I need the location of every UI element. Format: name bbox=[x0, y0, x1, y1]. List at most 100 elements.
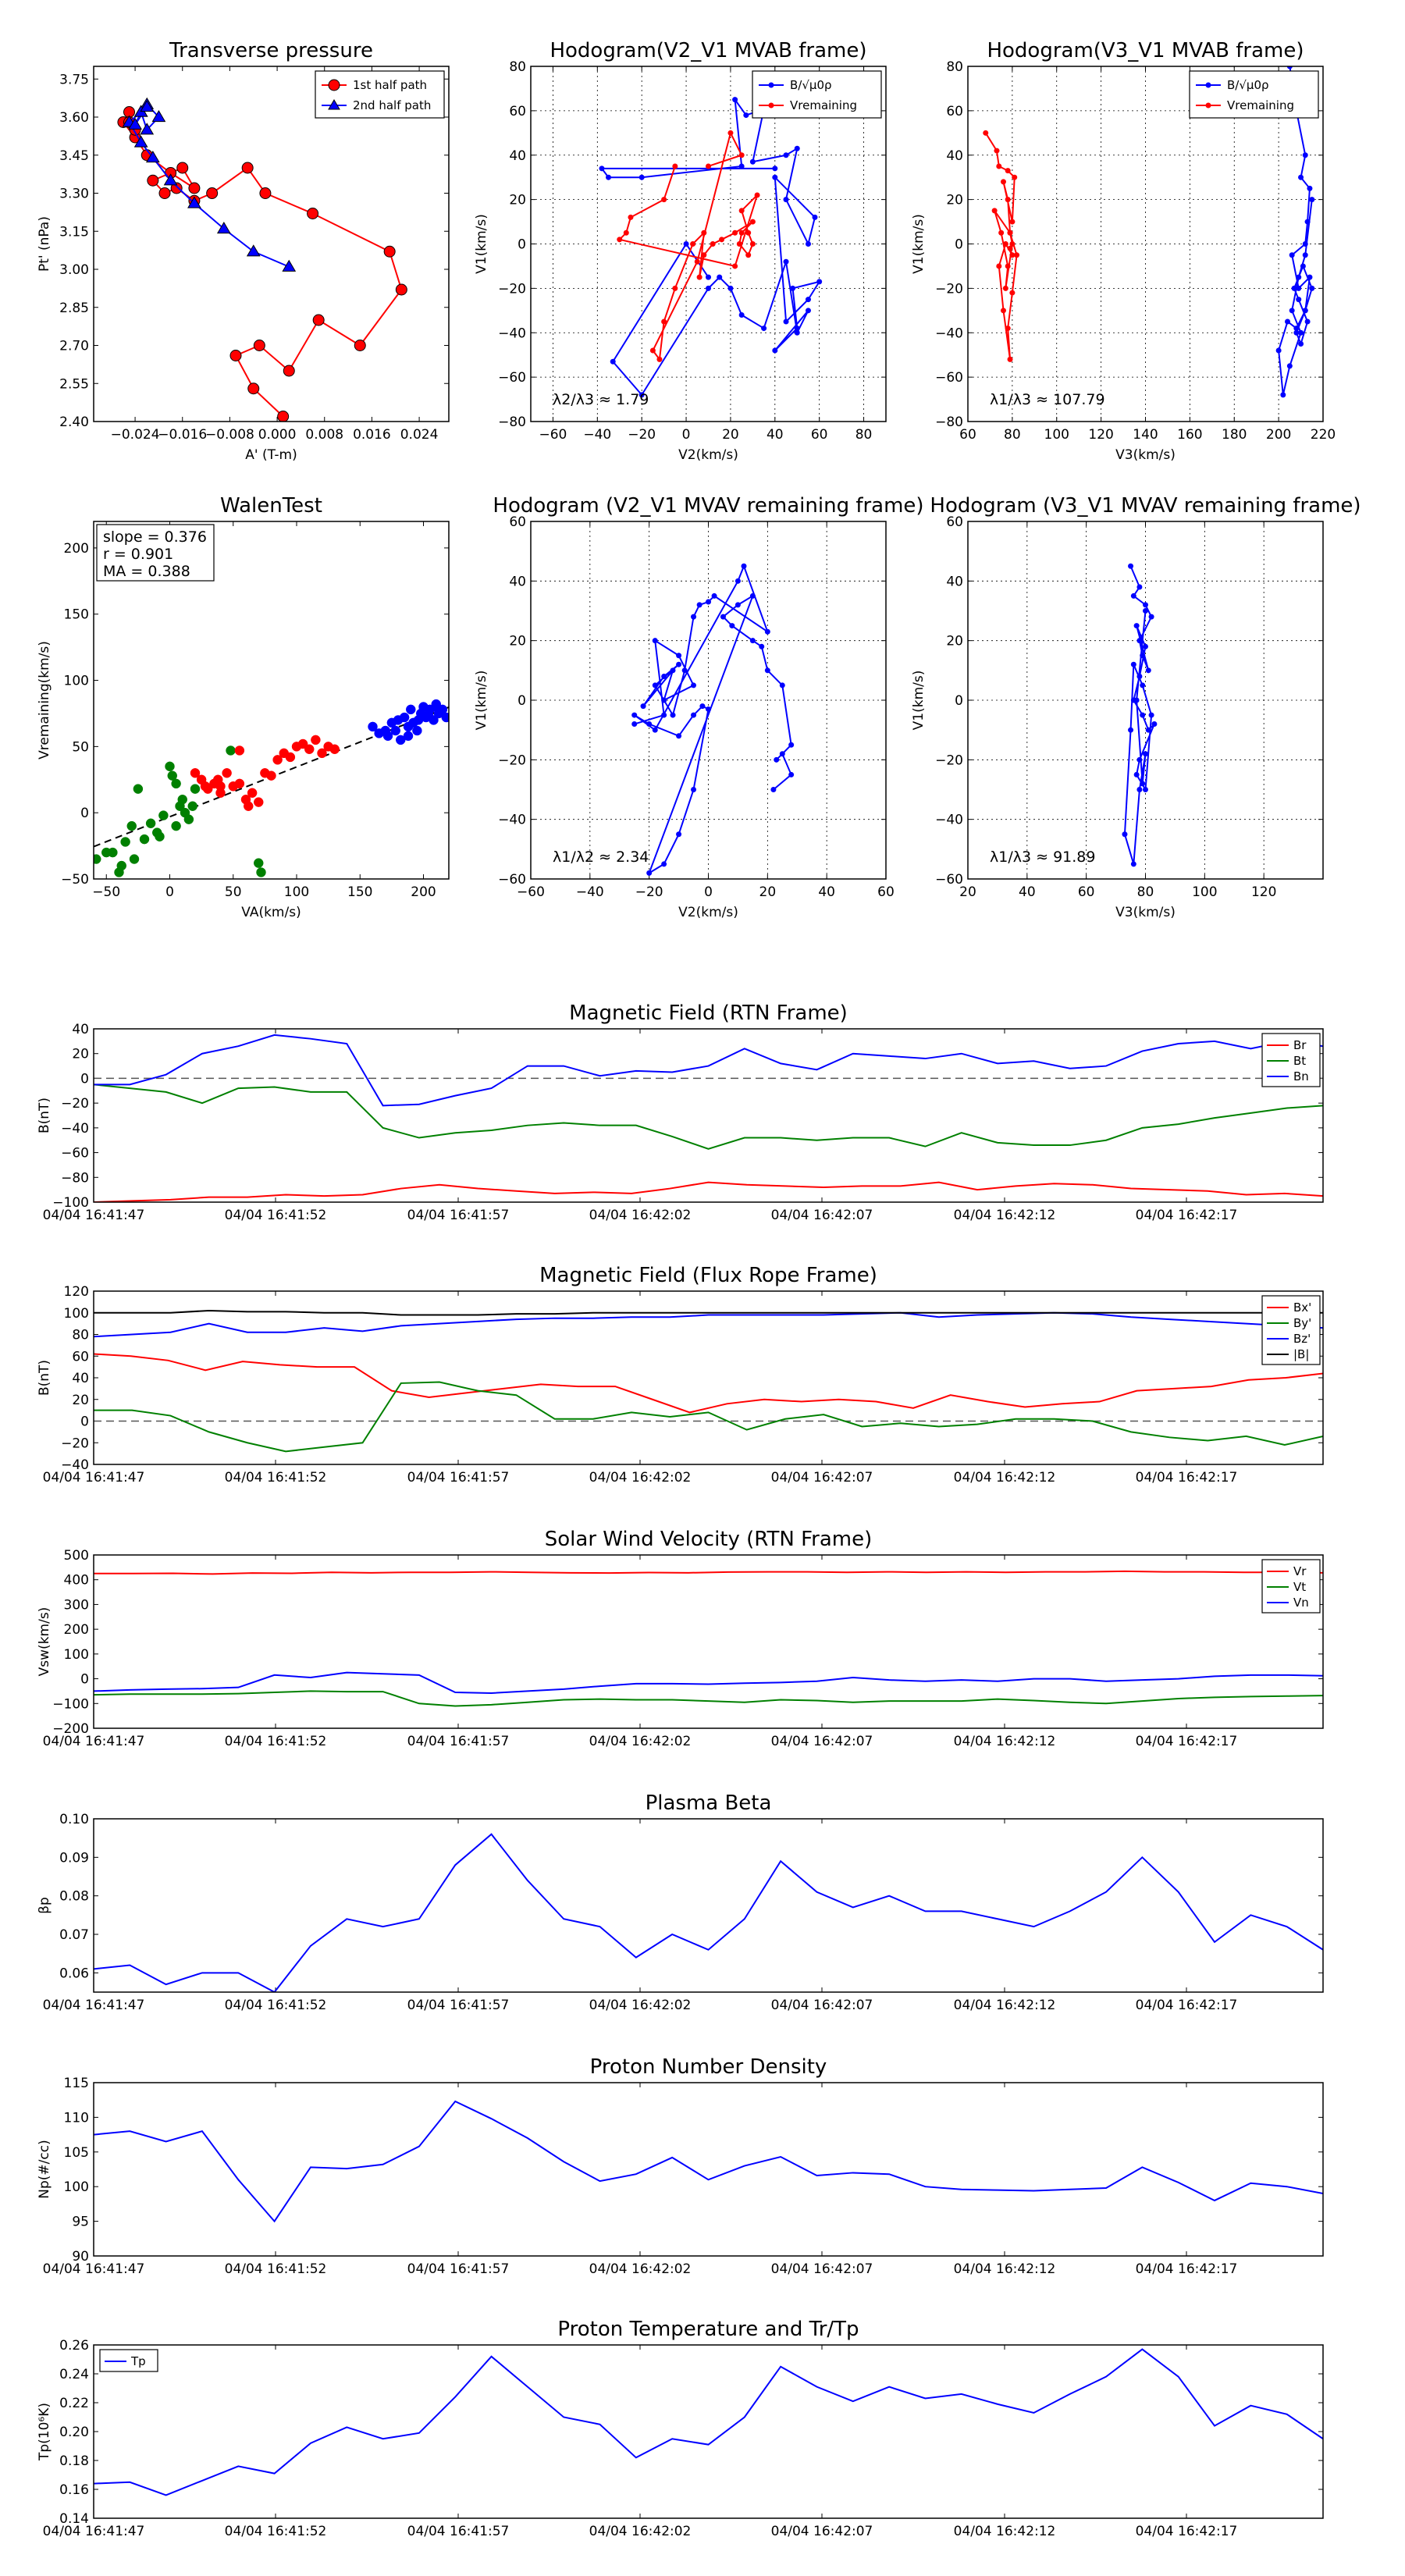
data-point bbox=[790, 285, 796, 291]
stat-line: slope = 0.376 bbox=[103, 528, 207, 546]
data-point bbox=[661, 197, 667, 203]
x-tick-label: 04/04 16:41:47 bbox=[43, 1998, 145, 2013]
y-tick-label: 2.70 bbox=[59, 339, 89, 354]
data-point bbox=[732, 263, 738, 269]
y-tick-label: 100 bbox=[64, 1647, 89, 1663]
chart-title: Proton Temperature and Tr/Tp bbox=[557, 2318, 859, 2341]
y-tick-label: 2.40 bbox=[59, 415, 89, 430]
data-point bbox=[1001, 308, 1006, 314]
data-point bbox=[764, 667, 770, 674]
y-tick-label: 2.85 bbox=[59, 301, 89, 316]
data-point bbox=[329, 744, 340, 755]
data-point bbox=[1014, 252, 1020, 258]
walen-test-plot: WalenTest −50 0 50 100 150 200 −50 0 50 100 150 200 V… bbox=[37, 494, 450, 920]
data-point bbox=[431, 699, 441, 710]
data-point bbox=[996, 163, 1002, 169]
y-tick-label: 0 bbox=[955, 237, 963, 253]
legend-marker bbox=[1205, 82, 1211, 88]
y-tick-label: 120 bbox=[64, 1284, 89, 1300]
y-tick-label: −60 bbox=[498, 370, 526, 386]
data-point bbox=[183, 814, 194, 824]
data-point bbox=[706, 163, 711, 169]
y-tick-label: −20 bbox=[498, 753, 526, 768]
y-tick-label: 0.16 bbox=[59, 2482, 89, 2498]
y-tick-label: 40 bbox=[72, 1371, 89, 1386]
series-blue bbox=[368, 699, 449, 745]
x-tick-label: 04/04 16:42:17 bbox=[1136, 2261, 1238, 2277]
y-tick-label: −60 bbox=[61, 1146, 89, 1162]
data-point bbox=[1002, 241, 1008, 247]
y-axis-label: Vremaining(km/s) bbox=[37, 641, 52, 760]
data-point bbox=[1130, 592, 1136, 599]
data-point bbox=[1304, 318, 1311, 325]
y-tick-label: −40 bbox=[498, 326, 526, 341]
data-point bbox=[761, 326, 767, 332]
data-point bbox=[661, 861, 667, 867]
data-point bbox=[307, 208, 319, 219]
data-point bbox=[1298, 329, 1304, 336]
y-tick-label: 40 bbox=[509, 148, 526, 164]
data-point bbox=[203, 784, 213, 794]
y-tick-label: 60 bbox=[946, 514, 963, 530]
data-point bbox=[145, 151, 160, 163]
x-tick-label: 40 bbox=[1019, 884, 1036, 900]
data-point bbox=[738, 152, 745, 158]
data-point bbox=[226, 745, 236, 756]
data-point bbox=[670, 667, 676, 674]
y-tick-label: 400 bbox=[64, 1573, 89, 1589]
data-point bbox=[676, 733, 682, 739]
data-point bbox=[649, 347, 656, 354]
y-tick-label: 80 bbox=[509, 59, 526, 75]
data-point bbox=[783, 258, 789, 265]
data-point bbox=[994, 148, 1000, 154]
x-tick-label: 60 bbox=[959, 427, 976, 443]
data-point bbox=[996, 263, 1002, 269]
data-point bbox=[441, 712, 449, 723]
legend-box bbox=[315, 70, 445, 119]
y-tick-label: 60 bbox=[509, 514, 526, 530]
y-tick-label: 0 bbox=[80, 1071, 89, 1087]
data-point bbox=[222, 768, 232, 778]
y-tick-label: 80 bbox=[946, 59, 963, 75]
y-tick-label: 110 bbox=[64, 2110, 89, 2126]
eigenvalue-ratio: λ1/λ3 ≈ 91.89 bbox=[990, 849, 1095, 866]
data-point bbox=[188, 182, 201, 194]
y-tick-label: 40 bbox=[946, 574, 963, 589]
y-tick-label: 3.45 bbox=[59, 148, 89, 164]
data-point bbox=[783, 318, 789, 325]
plot-area bbox=[599, 74, 823, 398]
data-point bbox=[1293, 326, 1300, 332]
plot-area bbox=[94, 1309, 1323, 1453]
plot-area bbox=[117, 97, 407, 422]
data-point bbox=[794, 145, 800, 151]
data-point bbox=[128, 117, 142, 130]
x-tick-label: 04/04 16:42:17 bbox=[1136, 1734, 1238, 1749]
chart-title: Hodogram (V3_V1 MVAV remaining frame) bbox=[930, 494, 1361, 518]
data-point bbox=[396, 735, 406, 745]
x-tick-label: 120 bbox=[1251, 884, 1276, 900]
y-tick-label: −80 bbox=[935, 415, 963, 430]
data-point bbox=[406, 704, 416, 715]
data-point bbox=[623, 229, 629, 236]
series-vn bbox=[94, 1671, 1323, 1694]
data-point bbox=[171, 778, 181, 789]
series-tp bbox=[94, 2348, 1323, 2496]
data-point bbox=[1148, 614, 1154, 620]
data-point bbox=[1007, 245, 1013, 251]
data-point bbox=[311, 735, 321, 745]
data-point bbox=[794, 326, 800, 332]
data-point bbox=[638, 392, 645, 398]
y-tick-label: −40 bbox=[935, 813, 963, 828]
legend-label: |B| bbox=[1293, 1347, 1309, 1361]
data-point bbox=[1143, 643, 1148, 649]
plot-frame bbox=[93, 1818, 1324, 1993]
series-vt bbox=[94, 1690, 1323, 1707]
data-point bbox=[304, 744, 315, 755]
data-point bbox=[779, 751, 785, 757]
data-point bbox=[282, 259, 297, 272]
data-point bbox=[652, 682, 658, 688]
y-tick-label: −20 bbox=[61, 1096, 89, 1112]
plot-area bbox=[94, 2100, 1323, 2223]
data-point bbox=[1007, 356, 1013, 362]
